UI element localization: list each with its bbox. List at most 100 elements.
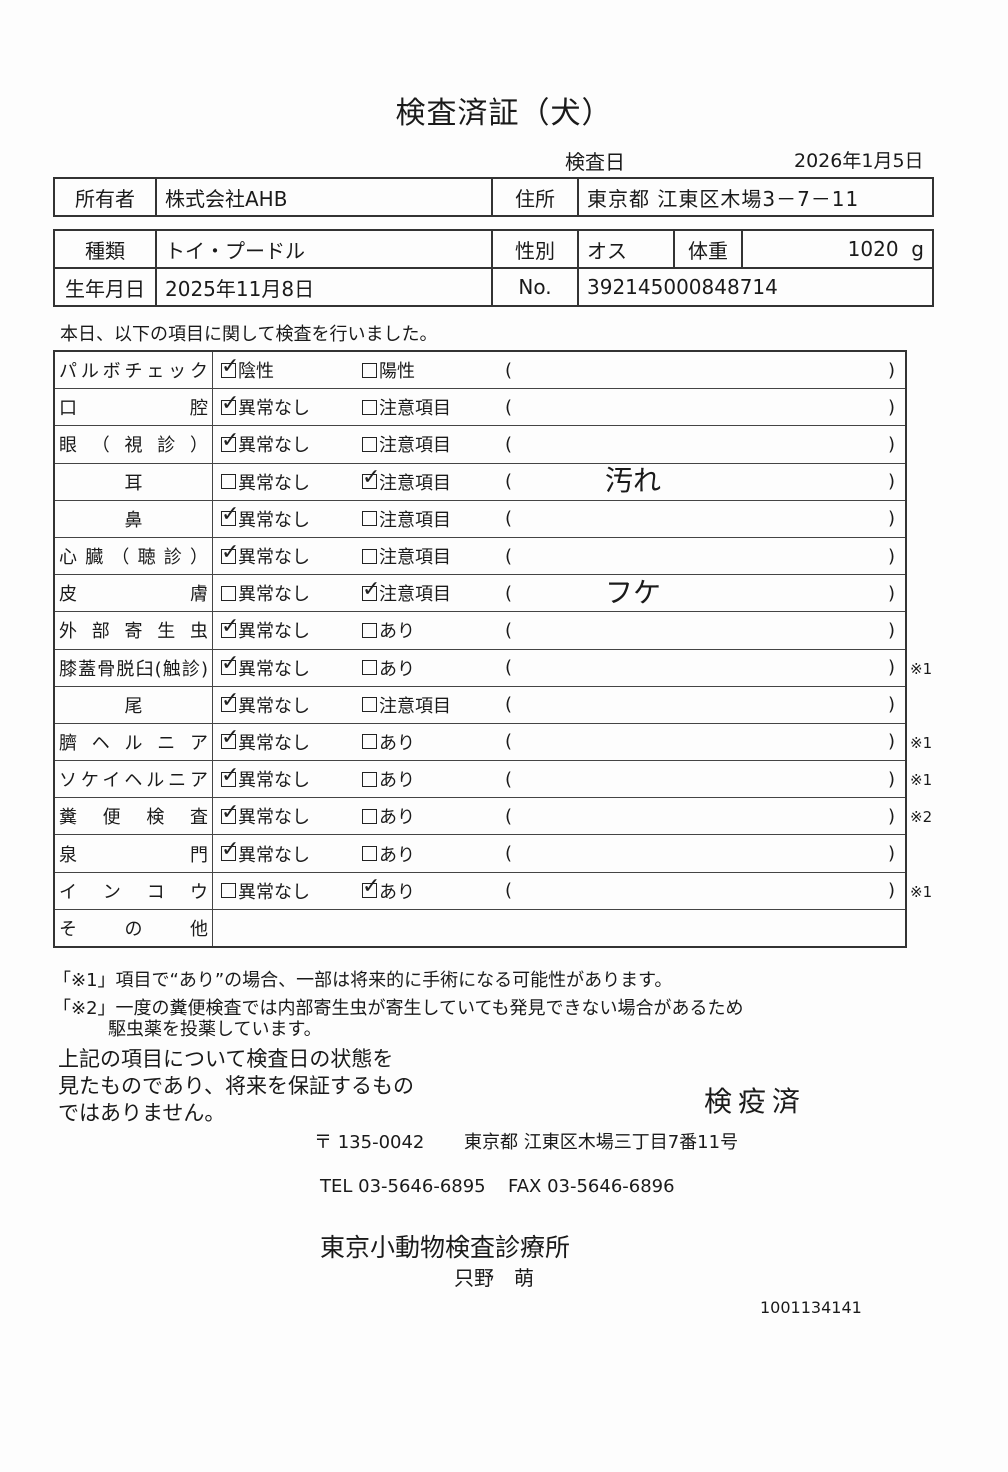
clinic-tel: TEL 03-5646-6895: [320, 1176, 486, 1197]
checkmark-icon: ✓: [221, 837, 240, 863]
remarks-field: (): [505, 843, 895, 865]
sex-value: オス: [577, 229, 675, 269]
checkbox[interactable]: ✓: [221, 502, 239, 527]
checkbox[interactable]: [362, 622, 377, 638]
check-option-2[interactable]: 注意項目: [354, 394, 495, 420]
disclaimer-line: ではありません。: [58, 1101, 226, 1125]
checkbox[interactable]: [221, 585, 236, 601]
checkbox[interactable]: ✓: [362, 465, 380, 490]
checkbox[interactable]: [362, 511, 377, 527]
remarks-field: (): [505, 433, 895, 455]
checkbox[interactable]: ✓: [221, 391, 239, 416]
check-option-2[interactable]: ✓ あり: [354, 874, 495, 904]
checkbox[interactable]: ✓: [362, 577, 380, 602]
checkbox[interactable]: [362, 846, 377, 862]
check-row: 膝蓋骨脱臼(触診) ✓ 異常なし あり() ※1: [55, 649, 932, 687]
check-label: 口腔: [55, 389, 213, 426]
check-option-2[interactable]: あり: [354, 841, 495, 867]
checkbox[interactable]: ✓: [221, 428, 239, 453]
check-option-1[interactable]: ✓ 異常なし: [213, 837, 354, 867]
option-label: あり: [379, 807, 415, 829]
check-option-1[interactable]: ✓ 異常なし: [213, 391, 354, 420]
check-option-1[interactable]: 異常なし: [213, 469, 354, 495]
weight-label: 体重: [673, 229, 743, 269]
check-option-2[interactable]: 陽性: [354, 357, 495, 383]
option-label: 異常なし: [238, 584, 310, 606]
footnote-mark: ※1: [910, 659, 933, 678]
option-label: 異常なし: [238, 472, 310, 494]
clinic-address: 東京都 江東区木場三丁目7番11号: [464, 1132, 739, 1153]
no-label: No.: [491, 267, 579, 307]
checkbox[interactable]: ✓: [221, 763, 239, 788]
check-label: ソケイヘルニア: [55, 761, 213, 798]
checkbox[interactable]: [221, 883, 236, 899]
checkbox[interactable]: ✓: [221, 837, 239, 862]
check-label-text: 糞便検査: [59, 807, 208, 829]
check-option-2[interactable]: 注意項目: [354, 692, 495, 718]
check-label: 膝蓋骨脱臼(触診): [55, 649, 213, 686]
check-option-2[interactable]: ✓ 注意項目: [354, 465, 495, 495]
check-label-text: ソケイヘルニア: [59, 770, 208, 792]
checkbox[interactable]: ✓: [221, 651, 239, 676]
option-label: 異常なし: [238, 881, 310, 903]
check-option-2[interactable]: 注意項目: [354, 506, 495, 532]
note-2-cont: 駆虫薬を投薬しています。: [108, 1019, 322, 1040]
check-option-1[interactable]: ✓ 陰性: [213, 354, 354, 383]
option-label: 注意項目: [379, 547, 451, 569]
check-option-2[interactable]: 注意項目: [354, 543, 495, 569]
check-option-2[interactable]: あり: [354, 617, 495, 643]
check-option-1[interactable]: ✓ 異常なし: [213, 763, 354, 792]
checkbox[interactable]: ✓: [221, 800, 239, 825]
remarks-field: (汚れ): [495, 464, 905, 497]
check-option-1[interactable]: ✓ 異常なし: [213, 614, 354, 643]
check-option-1[interactable]: ✓ 異常なし: [213, 651, 354, 681]
check-option-2[interactable]: あり: [354, 729, 495, 755]
checkmark-icon: ✓: [221, 725, 240, 751]
check-option-2[interactable]: あり: [354, 803, 495, 829]
checkbox[interactable]: [362, 808, 377, 824]
checkbox[interactable]: ✓: [221, 354, 239, 379]
check-option-1[interactable]: ✓ 異常なし: [213, 502, 354, 532]
check-option-2[interactable]: 注意項目: [354, 431, 495, 457]
remarks-field: (): [505, 396, 895, 418]
check-row: 心臓（聴診） ✓ 異常なし 注意項目(): [55, 537, 905, 576]
check-option-2[interactable]: ✓ 注意項目: [354, 577, 495, 606]
checkbox[interactable]: [221, 474, 236, 490]
checkbox[interactable]: ✓: [221, 614, 239, 639]
check-option-1[interactable]: ✓ 異常なし: [213, 428, 354, 457]
checkbox[interactable]: [362, 660, 377, 676]
check-label-text: パルボチェック: [59, 361, 208, 383]
option-label: 注意項目: [379, 435, 451, 457]
check-option-2[interactable]: あり: [354, 766, 495, 792]
check-label-text: 外部寄生虫: [59, 621, 208, 643]
checkbox[interactable]: ✓: [362, 874, 380, 899]
checkbox[interactable]: ✓: [221, 725, 239, 750]
checkbox[interactable]: [362, 771, 377, 787]
check-option-1[interactable]: ✓ 異常なし: [213, 725, 354, 755]
clinic-fax: FAX 03-5646-6896: [508, 1176, 675, 1197]
checkbox[interactable]: [362, 399, 377, 415]
check-option-1[interactable]: ✓ 異常なし: [213, 688, 354, 718]
dob-value: 2025年11月8日: [155, 267, 493, 307]
checkbox[interactable]: [362, 548, 377, 564]
checkbox[interactable]: ✓: [221, 688, 239, 713]
page-title: 検査済証（犬）: [395, 96, 613, 131]
check-row: インコウ 異常なし ✓ あり () ※1: [55, 872, 932, 910]
checkbox[interactable]: [362, 436, 377, 452]
checkbox[interactable]: [362, 734, 377, 750]
check-option-1[interactable]: 異常なし: [213, 878, 354, 904]
check-option-1[interactable]: ✓ 異常なし: [213, 800, 354, 829]
option-label: あり: [379, 658, 415, 680]
footnote-mark: ※1: [910, 882, 933, 901]
check-label: 眼（視診）: [55, 426, 213, 463]
check-option-1[interactable]: 異常なし: [213, 580, 354, 606]
check-option-1[interactable]: ✓ 異常なし: [213, 540, 354, 569]
note-2: 「※2」一度の糞便検査では内部寄生虫が寄生していても発見できない場合があるため: [53, 998, 744, 1019]
check-option-2[interactable]: あり: [354, 655, 495, 681]
option-label: 異常なし: [238, 547, 310, 569]
checkbox[interactable]: [362, 697, 377, 713]
option-label: 注意項目: [379, 695, 451, 717]
checkbox[interactable]: [362, 362, 377, 378]
checkbox[interactable]: ✓: [221, 540, 239, 565]
check-row: 尾 ✓ 異常なし 注意項目 (): [55, 686, 905, 724]
